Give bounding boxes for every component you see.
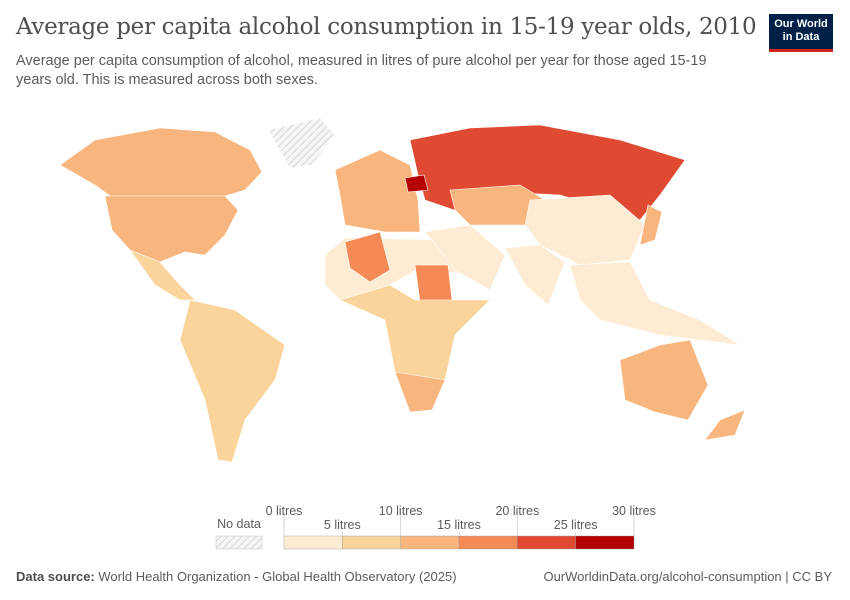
legend-bin-0 [283, 535, 343, 550]
source-label: Data source: [16, 569, 95, 584]
region-india[interactable] [504, 244, 566, 306]
source-text[interactable]: World Health Organization - Global Healt… [98, 569, 457, 584]
region-western-europe[interactable] [334, 149, 421, 233]
chart-subtitle: Average per capita consumption of alcoho… [16, 53, 707, 88]
region-united-states[interactable] [104, 195, 239, 263]
region-mexico[interactable] [129, 249, 196, 301]
legend-tick-label-0: 0 litres [266, 504, 303, 518]
legend-bin-4 [517, 535, 576, 550]
legend-tick-label-5: 25 litres [554, 518, 598, 532]
region-southeast-asia[interactable] [569, 261, 741, 346]
world-map [59, 117, 746, 463]
legend-no-data-label: No data [217, 517, 261, 531]
source-url[interactable]: OurWorldinData.org/alcohol-consumption |… [543, 569, 832, 584]
region-china[interactable] [524, 194, 646, 266]
region-new-zealand[interactable] [704, 409, 746, 441]
legend-tick-label-3: 15 litres [437, 518, 481, 532]
legend-bin-2 [400, 535, 460, 550]
legend-bin-3 [458, 535, 518, 550]
legend-tick-label-1: 5 litres [324, 518, 361, 532]
region-sub-saharan-africa[interactable] [339, 284, 491, 386]
region-greenland[interactable] [267, 117, 336, 169]
region-canada[interactable] [59, 127, 263, 197]
data-source: Data source: World Health Organization -… [16, 569, 457, 584]
legend-bin-5 [575, 535, 635, 550]
legend-bin-1 [342, 535, 401, 550]
legend-tick-label-6: 30 litres [612, 504, 656, 518]
region-algeria[interactable] [344, 231, 391, 283]
region-south-africa[interactable] [394, 371, 446, 413]
chart-title: Average per capita alcohol consumption i… [16, 14, 757, 40]
region-middle-east[interactable] [424, 224, 506, 291]
region-south-america[interactable] [179, 299, 286, 463]
region-japan[interactable] [639, 204, 663, 246]
region-sudan[interactable] [414, 264, 453, 303]
legend-tick-label-4: 20 litres [495, 504, 539, 518]
region-belarus[interactable] [404, 174, 429, 193]
legend-tick-label-2: 10 litres [379, 504, 423, 518]
legend-no-data-swatch [215, 535, 263, 550]
region-australia[interactable] [619, 339, 709, 421]
owid-logo[interactable]: Our World in Data [769, 14, 833, 52]
